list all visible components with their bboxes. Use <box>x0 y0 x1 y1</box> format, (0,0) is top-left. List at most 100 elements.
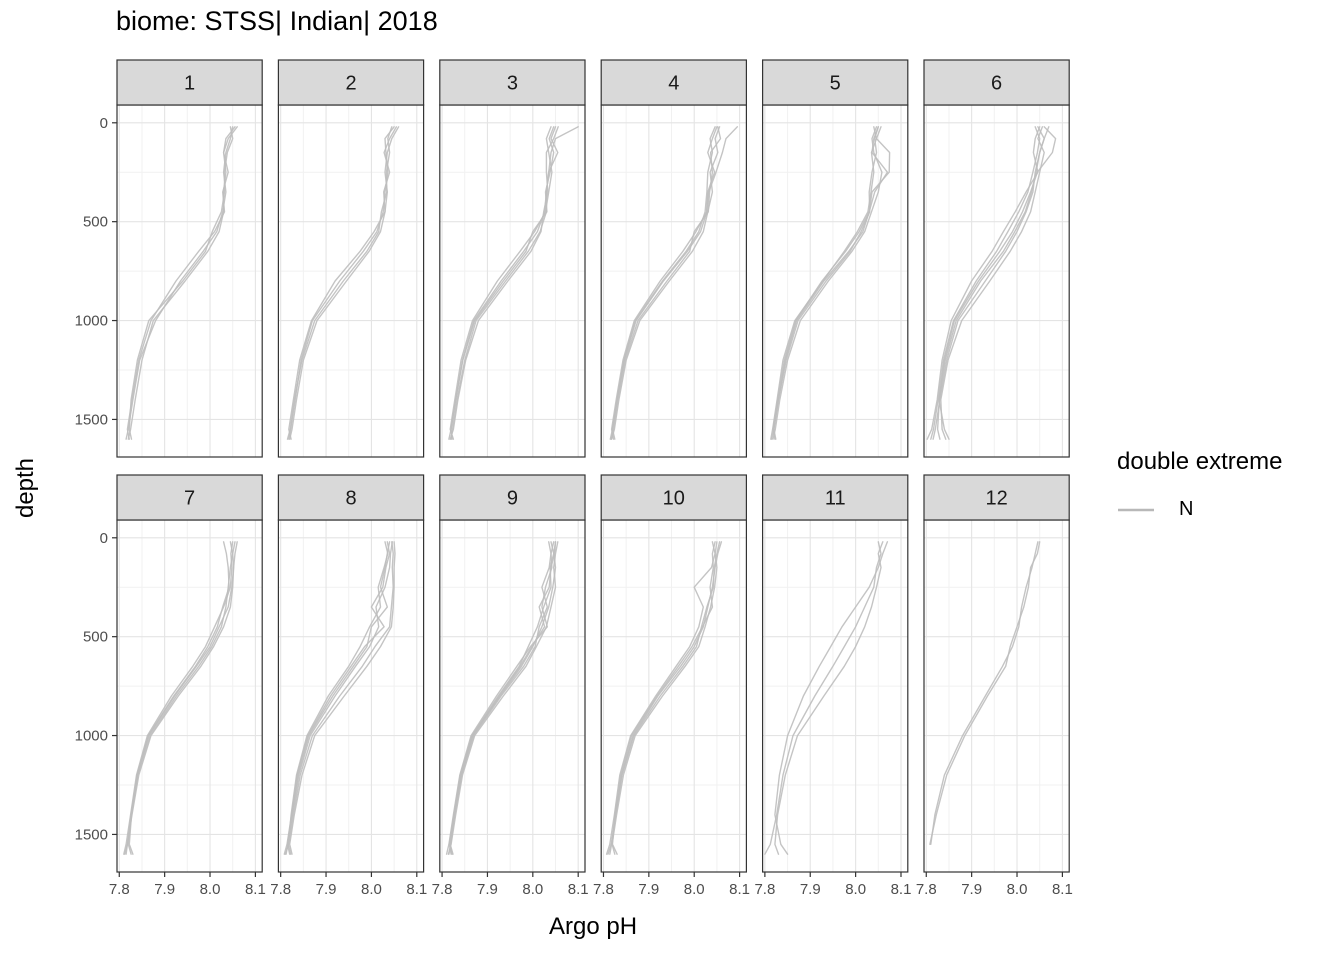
x-tick-label: 7.8 <box>109 881 130 898</box>
facet-strip <box>439 59 586 106</box>
facet-panel-8: 8 7.8 7.9 8.0 8.1 <box>270 474 427 898</box>
y-tick-label: 1000 <box>75 313 108 330</box>
facet-panel-5: 5 <box>761 59 909 458</box>
x-tick-label: 7.8 <box>270 881 291 898</box>
x-tick-label: 8.0 <box>200 881 221 898</box>
x-tick-label: 8.1 <box>568 881 589 898</box>
profile-line <box>774 541 889 855</box>
y-tick-label: 500 <box>83 629 108 646</box>
facet-strip-label: 4 <box>668 73 679 95</box>
profile-line <box>287 541 389 855</box>
facet-strip-label: 10 <box>663 488 685 510</box>
profile-line <box>929 541 1041 845</box>
facet-panel-11: 11 7.8 7.9 8.0 8.1 <box>754 474 912 898</box>
x-tick-label: 8.0 <box>845 881 866 898</box>
facet-panel-3: 3 <box>439 59 586 458</box>
x-tick-label: 7.9 <box>800 881 821 898</box>
y-axis-title: depth <box>12 457 39 519</box>
x-tick-label: 7.8 <box>432 881 453 898</box>
y-tick-label: 500 <box>83 214 108 231</box>
profile-line <box>449 126 559 440</box>
legend-title: double extreme <box>1117 448 1283 475</box>
x-tick-label: 7.9 <box>477 881 498 898</box>
facet-strip-label: 9 <box>507 488 518 510</box>
profile-line <box>285 541 393 855</box>
profile-line <box>447 541 559 855</box>
profile-line <box>610 126 721 440</box>
profile-line <box>128 126 234 440</box>
facet-panel-1: 1 0 500 1000 1500 <box>75 59 263 458</box>
profile-line <box>926 126 1041 440</box>
x-tick-label: 8.1 <box>406 881 427 898</box>
x-tick-label: 8.0 <box>522 881 543 898</box>
x-tick-label: 8.0 <box>1007 881 1028 898</box>
x-tick-label: 7.9 <box>961 881 982 898</box>
facet-strip <box>116 59 263 106</box>
facet-strip-label: 2 <box>345 73 356 95</box>
y-tick-label: 1500 <box>75 411 108 428</box>
profile-line <box>605 541 716 855</box>
facet-strip <box>116 474 263 521</box>
profile-line <box>288 126 398 440</box>
profile-line <box>940 126 1045 440</box>
profile-line <box>610 126 718 440</box>
legend-key-line <box>1118 508 1154 511</box>
facet-panel-6: 6 <box>923 59 1070 458</box>
profile-line <box>770 126 882 440</box>
profile-line <box>450 126 555 440</box>
profile-line <box>284 541 394 855</box>
facet-strip-label: 8 <box>345 488 356 510</box>
plot-title: biome: STSS| Indian| 2018 <box>116 6 438 36</box>
facet-strip-label: 6 <box>991 73 1002 95</box>
facet-strip <box>761 474 909 521</box>
x-tick-label: 7.9 <box>316 881 337 898</box>
profile-line <box>930 126 1041 440</box>
facet-strip-label: 3 <box>507 73 518 95</box>
profile-line <box>773 126 879 440</box>
facet-strip <box>600 474 748 521</box>
facet-strip <box>923 474 1070 521</box>
facet-strip-label: 12 <box>985 488 1007 510</box>
profile-line <box>609 541 721 855</box>
profile-line <box>448 541 552 855</box>
y-tick-label: 0 <box>100 530 108 547</box>
facet-strip <box>277 474 425 521</box>
legend-entry-label: N <box>1179 498 1194 520</box>
facet-strip-label: 7 <box>184 488 195 510</box>
y-tick-label: 1000 <box>75 728 108 745</box>
facet-panel-2: 2 <box>277 59 425 458</box>
profile-line <box>448 541 557 855</box>
x-tick-label: 7.9 <box>638 881 659 898</box>
facet-strip <box>277 59 425 106</box>
facet-strip-label: 1 <box>184 73 195 95</box>
x-tick-label: 8.1 <box>245 881 266 898</box>
profile-line <box>611 541 718 855</box>
x-tick-label: 8.0 <box>361 881 382 898</box>
profile-line <box>289 541 396 855</box>
facet-panel-4: 4 <box>600 59 748 458</box>
facet-strip <box>600 59 748 106</box>
facet-strip-label: 5 <box>830 73 841 95</box>
x-tick-label: 8.1 <box>729 881 750 898</box>
profile-line <box>936 126 1050 440</box>
facet-panel-12: 12 7.8 7.9 8.0 8.1 <box>916 474 1073 898</box>
x-tick-label: 8.1 <box>1052 881 1073 898</box>
facet-panel-10: 10 7.8 7.9 8.0 8.1 <box>593 474 750 898</box>
x-tick-label: 7.8 <box>916 881 937 898</box>
x-tick-label: 7.8 <box>754 881 775 898</box>
y-tick-label: 0 <box>100 115 108 132</box>
profile-line <box>125 126 234 440</box>
x-tick-label: 8.1 <box>891 881 912 898</box>
profile-line <box>449 126 553 440</box>
facet-panel-9: 9 7.8 7.9 8.0 8.1 <box>432 474 589 898</box>
facet-strip <box>761 59 909 106</box>
x-tick-label: 8.0 <box>684 881 705 898</box>
profile-line <box>774 541 884 855</box>
y-tick-label: 1500 <box>75 826 108 843</box>
profile-line <box>450 126 559 440</box>
profile-line <box>610 126 722 440</box>
x-tick-label: 7.8 <box>593 881 614 898</box>
profile-line <box>126 126 238 440</box>
